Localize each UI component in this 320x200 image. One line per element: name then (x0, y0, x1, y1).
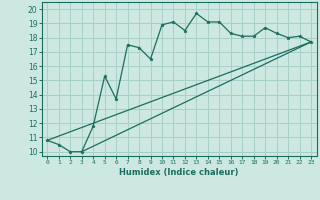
X-axis label: Humidex (Indice chaleur): Humidex (Indice chaleur) (119, 168, 239, 177)
